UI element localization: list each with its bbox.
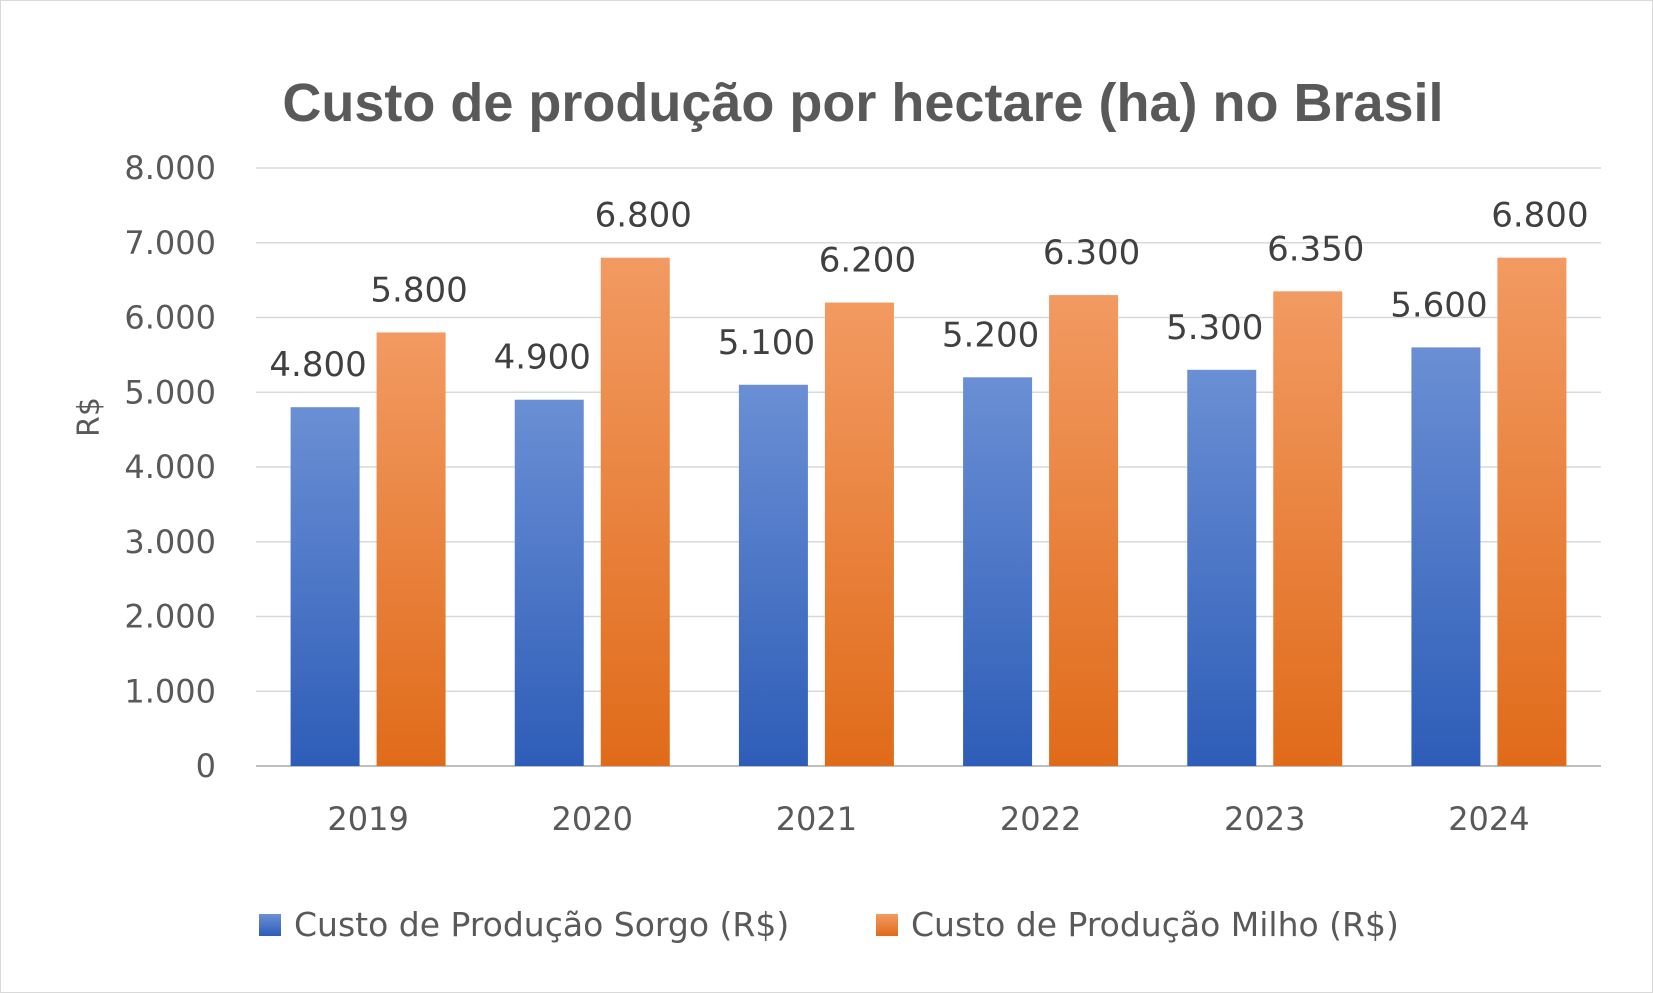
data-label: 6.800 [595, 196, 692, 236]
data-label: 6.200 [819, 241, 916, 281]
legend-swatch [876, 914, 898, 936]
bars [290, 257, 1567, 766]
bar-milho-2019 [376, 332, 446, 766]
data-label: 4.800 [269, 345, 366, 385]
x-tick-label: 2020 [552, 800, 633, 838]
bar-milho-2022 [1049, 295, 1119, 766]
bar-milho-2020 [600, 257, 670, 766]
data-label: 4.900 [494, 338, 591, 378]
legend: Custo de Produção Sorgo (R$) Custo de Pro… [259, 905, 1399, 944]
chart-title: Custo de produção por hectare (ha) no Br… [282, 73, 1443, 133]
data-label: 5.200 [942, 315, 1039, 355]
x-tick-label: 2021 [776, 800, 857, 838]
data-label: 6.800 [1491, 196, 1588, 236]
legend-label: Custo de Produção Sorgo (R$) [294, 905, 789, 944]
y-tick-label: 2.000 [124, 598, 216, 636]
data-label: 5.600 [1390, 285, 1487, 325]
data-label: 6.350 [1267, 229, 1364, 269]
y-tick-label: 6.000 [124, 299, 216, 337]
y-tick-label: 7.000 [124, 224, 216, 262]
x-tick-label: 2023 [1224, 800, 1305, 838]
bar-sorgo-2019 [290, 407, 360, 766]
bar-milho-2024 [1497, 257, 1567, 766]
data-label: 6.300 [1043, 233, 1140, 273]
y-tick-label: 8.000 [124, 149, 216, 187]
y-axis-title: R$ [72, 397, 107, 437]
x-axis-ticks: 2019 2020 2021 2022 2023 2024 [327, 800, 1529, 838]
bar-sorgo-2020 [514, 399, 584, 766]
grid-lines [256, 167, 1601, 767]
data-label: 5.800 [370, 270, 467, 310]
legend-label: Custo de Produção Milho (R$) [911, 905, 1399, 944]
x-tick-label: 2019 [327, 800, 408, 838]
bar-sorgo-2022 [963, 377, 1033, 766]
y-tick-label: 1.000 [124, 672, 216, 710]
data-label: 5.300 [1166, 308, 1263, 348]
y-tick-label: 0 [196, 747, 216, 785]
y-axis-ticks: 0 1.000 2.000 3.000 4.000 5.000 6.000 7.000 8.00… [124, 149, 216, 785]
y-tick-label: 4.000 [124, 448, 216, 486]
data-label: 5.100 [718, 323, 815, 363]
x-tick-label: 2022 [1000, 800, 1081, 838]
y-tick-label: 3.000 [124, 523, 216, 561]
bar-sorgo-2023 [1187, 369, 1257, 766]
bar-sorgo-2021 [738, 384, 808, 766]
bar-sorgo-2024 [1411, 347, 1481, 766]
x-tick-label: 2024 [1448, 800, 1529, 838]
bar-milho-2023 [1273, 291, 1343, 766]
y-tick-label: 5.000 [124, 373, 216, 411]
bar-milho-2021 [824, 302, 894, 766]
legend-swatch [259, 914, 281, 936]
